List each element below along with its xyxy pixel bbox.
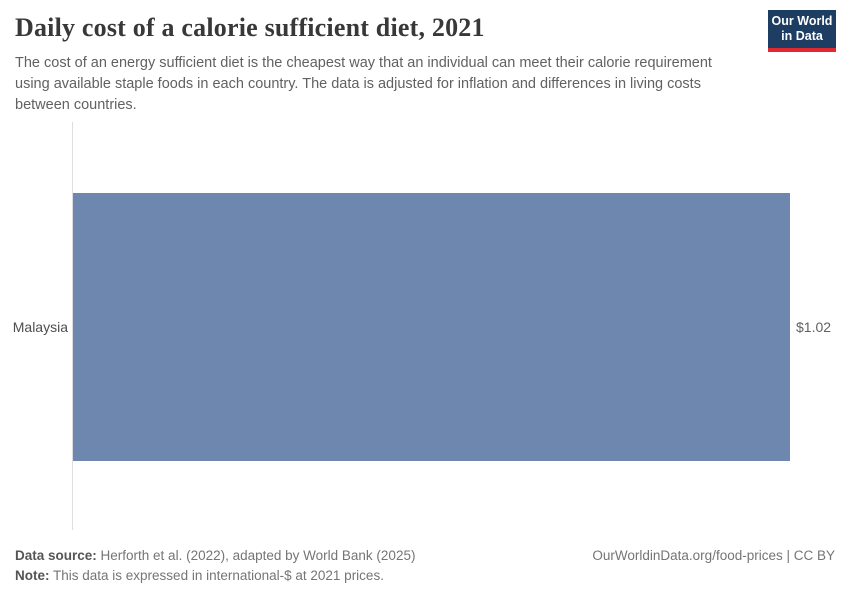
owid-logo[interactable]: Our World in Data (768, 10, 836, 52)
bar-malaysia[interactable] (73, 193, 790, 461)
bar-track (73, 193, 790, 461)
owid-logo-line1: Our World (771, 14, 833, 28)
footer-link[interactable]: OurWorldinData.org/food-prices | CC BY (592, 548, 835, 563)
chart-subtitle: The cost of an energy sufficient diet is… (15, 55, 712, 113)
plot-area: Malaysia $1.02 (0, 122, 850, 530)
y-axis-line (72, 122, 73, 530)
bar-category-label: Malaysia (12, 319, 68, 335)
footer-note-text: This data is expressed in international-… (49, 568, 384, 583)
footer-note: Note: This data is expressed in internat… (15, 568, 384, 583)
footer-data-source-text: Herforth et al. (2022), adapted by World… (96, 548, 416, 563)
owid-logo-line2: in Data (781, 29, 823, 43)
chart-title: Daily cost of a calorie sufficient diet,… (15, 13, 485, 42)
footer-data-source: Data source: Herforth et al. (2022), ada… (15, 548, 415, 563)
footer-data-source-label: Data source: (15, 548, 97, 563)
footer-note-label: Note: (15, 568, 50, 583)
bar-row: Malaysia $1.02 (0, 193, 850, 461)
bar-value-label: $1.02 (796, 319, 832, 335)
